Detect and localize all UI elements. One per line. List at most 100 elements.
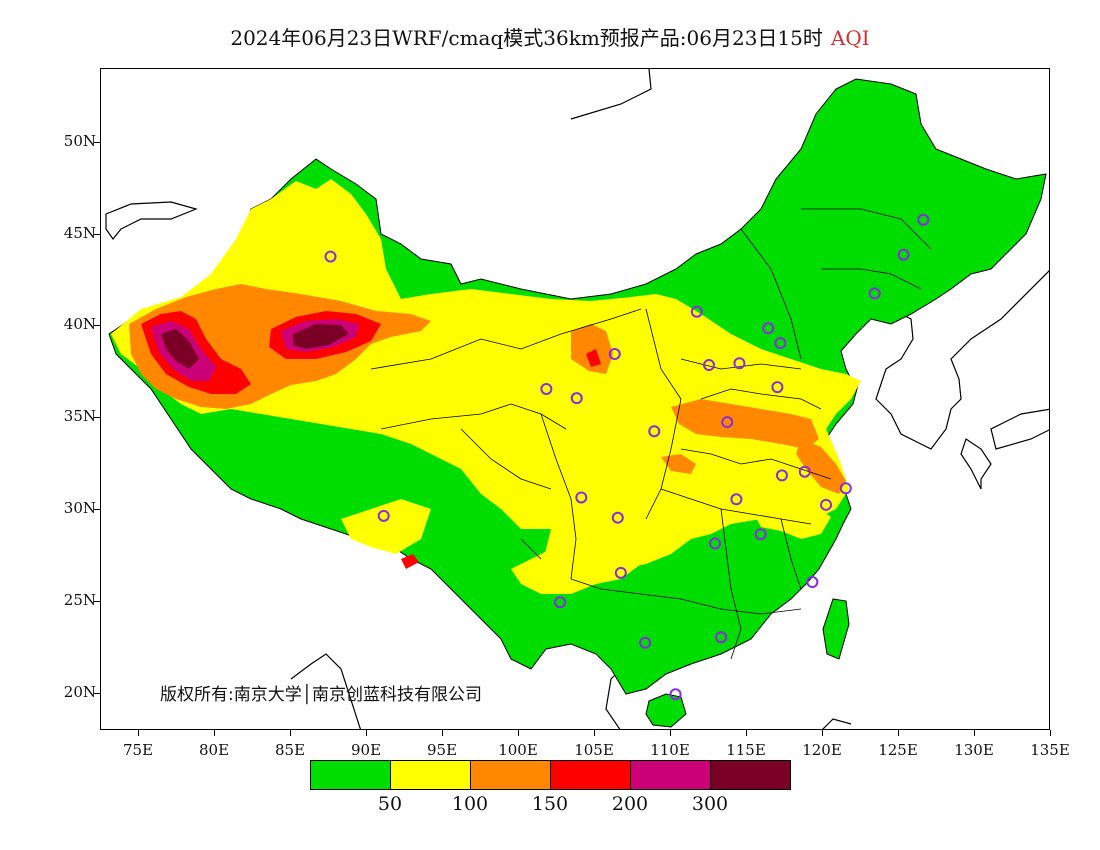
- lon-tick-label: 105E: [574, 741, 614, 759]
- legend-color-box: [550, 760, 631, 790]
- lon-tick: [746, 730, 747, 736]
- aqi-field: [108, 78, 1047, 728]
- station-marker: [648, 425, 661, 438]
- lon-tick-label: 130E: [954, 741, 994, 759]
- station-marker: [540, 382, 553, 395]
- station-marker: [775, 469, 788, 482]
- lat-tick: [94, 141, 100, 143]
- legend-label: 50: [377, 793, 403, 815]
- station-marker: [703, 359, 715, 372]
- legend-color-box: [390, 760, 471, 790]
- lon-tick-label: 135E: [1030, 741, 1070, 759]
- station-marker: [798, 465, 811, 478]
- lon-tick: [898, 730, 899, 736]
- city-stations: [324, 213, 930, 701]
- lon-tick: [822, 730, 823, 736]
- lat-tick-label: 50N: [63, 131, 96, 150]
- station-marker: [733, 357, 746, 370]
- legend-color-box: [470, 760, 551, 790]
- station-marker: [762, 322, 775, 335]
- region-unhealthy-ordos: [586, 349, 601, 367]
- region-usg-ordos: [571, 324, 613, 374]
- title-text: 2024年06月23日WRF/cmaq模式36km预报产品:06月23日15时: [230, 26, 823, 50]
- lat-tick-label: 45N: [63, 223, 96, 242]
- lon-tick-label: 125E: [878, 741, 918, 759]
- station-marker: [897, 248, 910, 261]
- region-usg-yangtze: [796, 439, 846, 494]
- lon-tick: [1050, 730, 1051, 736]
- title-variable: AQI: [830, 26, 870, 50]
- legend-color-box: [310, 760, 391, 790]
- region-hazardous-west: [161, 329, 199, 369]
- lon-tick: [214, 730, 215, 736]
- province-borders: [370, 208, 932, 660]
- lat-tick-label: 35N: [63, 407, 96, 426]
- lon-tick: [594, 730, 595, 736]
- lat-tick-label: 30N: [63, 499, 96, 518]
- lon-tick-label: 80E: [198, 741, 230, 759]
- lat-tick: [94, 601, 100, 603]
- region-moderate-east: [751, 499, 831, 539]
- region-moderate-sichuan: [511, 539, 641, 594]
- station-marker: [611, 511, 624, 524]
- lat-tick-label: 25N: [63, 591, 96, 610]
- legend-color-box: [630, 760, 711, 790]
- lon-tick-label: 75E: [122, 741, 154, 759]
- station-marker: [554, 596, 567, 609]
- lon-tick-label: 110E: [650, 741, 690, 759]
- station-marker: [715, 631, 728, 644]
- legend-label: 100: [451, 793, 489, 815]
- lon-tick-label: 90E: [350, 741, 382, 759]
- region-usg-central: [671, 399, 819, 449]
- station-marker: [839, 482, 852, 495]
- region-usg-henan: [661, 454, 696, 474]
- aqi-map: [105, 69, 1049, 729]
- lon-tick-label: 115E: [726, 741, 766, 759]
- station-marker: [917, 213, 930, 226]
- region-moderate-south: [341, 499, 431, 554]
- lon-tick: [518, 730, 519, 736]
- station-marker: [614, 566, 627, 579]
- station-marker: [730, 493, 743, 506]
- station-marker: [709, 537, 722, 550]
- station-marker: [721, 416, 734, 429]
- region-unhealthy-yunnan: [401, 554, 419, 569]
- legend-label: 300: [691, 793, 729, 815]
- foreign-coastlines: [105, 69, 1049, 729]
- lon-tick-label: 120E: [802, 741, 842, 759]
- station-marker: [669, 688, 682, 701]
- lon-tick-label: 95E: [426, 741, 458, 759]
- station-marker: [868, 287, 881, 300]
- hainan-island: [645, 693, 687, 728]
- lat-tick: [94, 693, 100, 695]
- station-marker: [690, 305, 703, 318]
- map-frame: [100, 68, 1050, 730]
- station-marker: [575, 491, 588, 504]
- lon-tick: [138, 730, 139, 736]
- legend-color-box: [710, 760, 791, 790]
- station-marker: [754, 528, 767, 541]
- station-marker: [806, 576, 819, 589]
- lat-tick: [94, 325, 100, 327]
- lat-tick-label: 20N: [63, 683, 96, 702]
- lon-tick: [366, 730, 367, 736]
- legend-label: 150: [531, 793, 569, 815]
- station-marker: [771, 381, 784, 394]
- station-marker: [570, 392, 583, 405]
- station-marker: [774, 336, 787, 349]
- region-moderate-north: [111, 179, 861, 594]
- copyright-text: 版权所有:南京大学│南京创蓝科技有限公司: [160, 685, 482, 705]
- lon-tick: [442, 730, 443, 736]
- station-marker: [639, 636, 652, 649]
- lon-tick: [670, 730, 671, 736]
- lat-tick-label: 40N: [63, 315, 96, 334]
- lon-tick-label: 85E: [274, 741, 306, 759]
- lon-tick: [290, 730, 291, 736]
- station-marker: [377, 509, 390, 522]
- station-marker: [820, 498, 833, 511]
- lat-tick: [94, 233, 100, 235]
- lat-tick: [94, 417, 100, 419]
- map-title: 2024年06月23日WRF/cmaq模式36km预报产品:06月23日15时 A…: [0, 22, 1100, 51]
- taiwan-island: [822, 598, 850, 660]
- lat-tick: [94, 509, 100, 511]
